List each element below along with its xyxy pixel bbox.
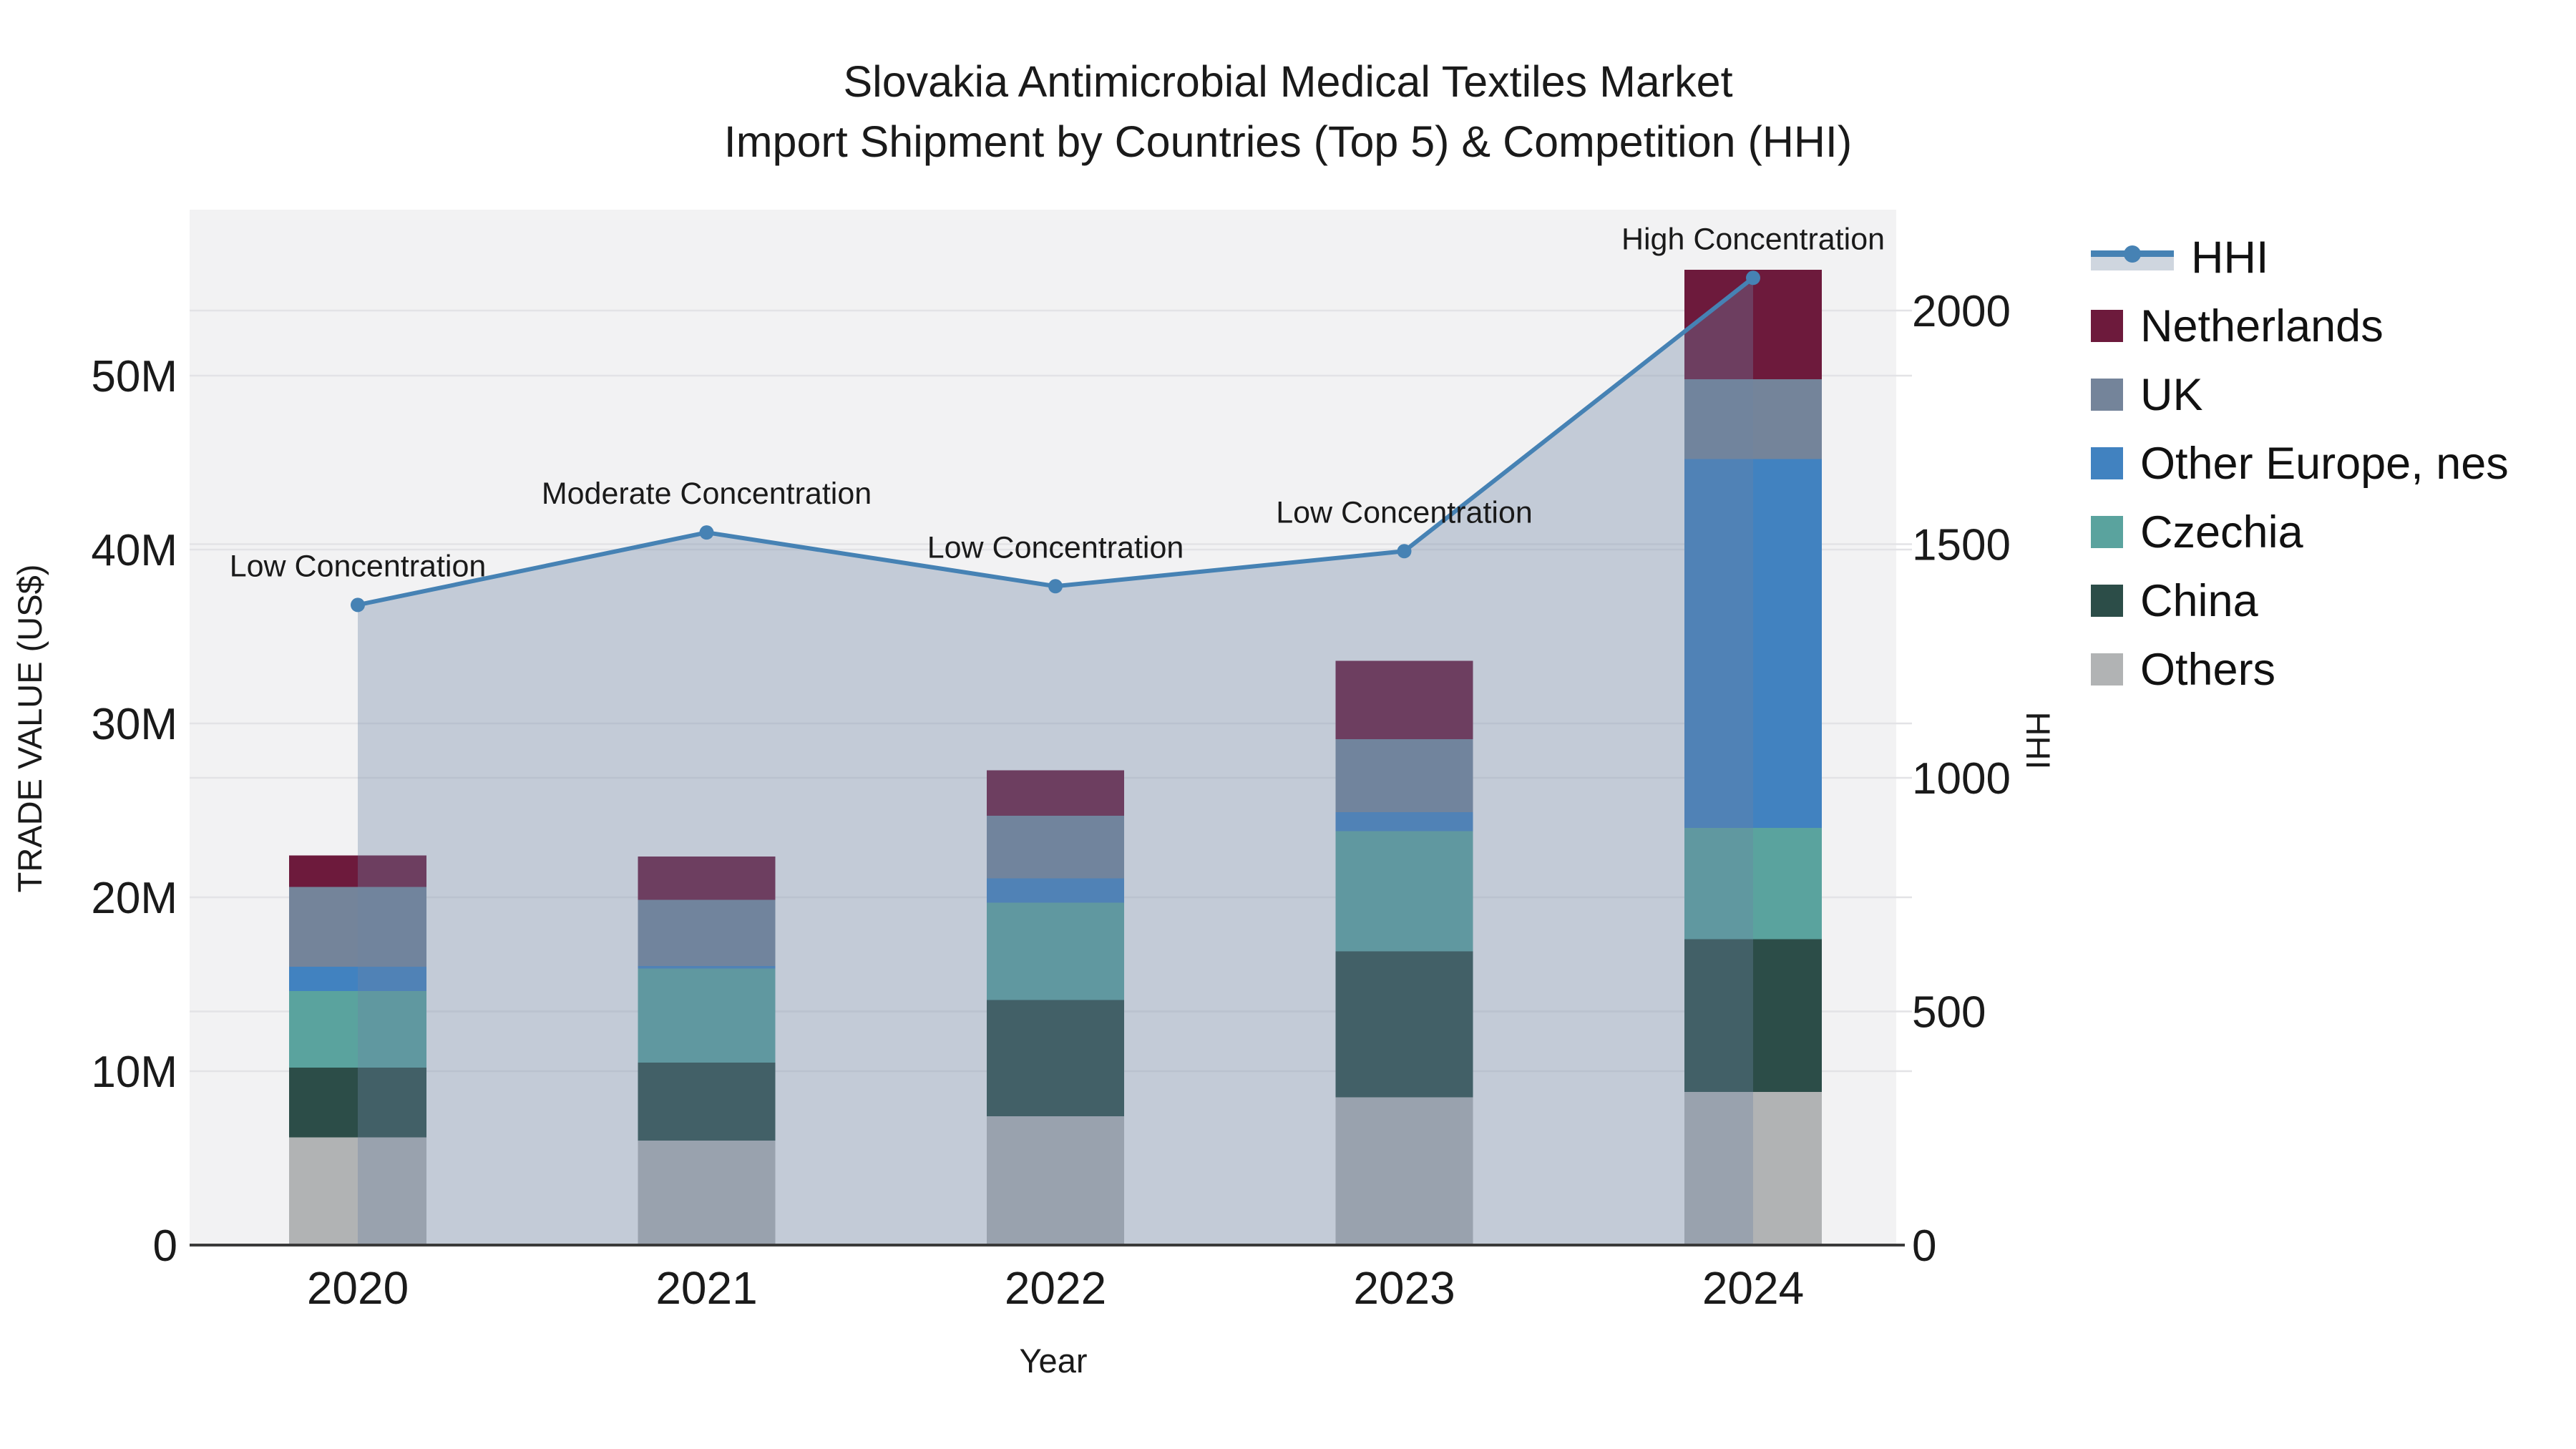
legend-label-netherlands: Netherlands bbox=[2140, 301, 2384, 351]
hhi-line-swatch bbox=[2091, 245, 2174, 270]
legend: HHI Netherlands UK Other Europe, nes Cze… bbox=[2091, 233, 2509, 695]
hhi-marker-2020 bbox=[351, 597, 365, 613]
hhi-area-fill bbox=[358, 278, 1753, 1245]
legend-item-other-europe: Other Europe, nes bbox=[2091, 439, 2509, 489]
czechia-color-swatch bbox=[2091, 516, 2123, 548]
bar-segment-2021-uk bbox=[638, 899, 776, 966]
hhi-annotation-2024: High Concentration bbox=[1621, 222, 1885, 256]
y-left-tick-30M: 30M bbox=[91, 700, 177, 749]
bar-segment-2023-netherlands bbox=[1335, 660, 1473, 739]
bar-segment-2020-china bbox=[289, 1068, 426, 1138]
bar-segment-2024-others bbox=[1684, 1092, 1822, 1245]
y-right-tick-2000: 2000 bbox=[1912, 287, 2011, 336]
x-tick-2022: 2022 bbox=[1005, 1262, 1106, 1314]
y-right-tick-1000: 1000 bbox=[1912, 754, 2011, 804]
legend-item-china: China bbox=[2091, 576, 2509, 626]
uk-color-swatch bbox=[2091, 379, 2123, 411]
bar-segment-2023-others bbox=[1335, 1097, 1473, 1245]
legend-item-czechia: Czechia bbox=[2091, 507, 2509, 557]
bar-segment-2020-netherlands bbox=[289, 855, 426, 887]
y-left-tick-0: 0 bbox=[153, 1221, 177, 1271]
hhi-annotation-2022: Low Concentration bbox=[927, 530, 1184, 565]
bar-segment-2022-others bbox=[987, 1116, 1124, 1245]
others-color-swatch bbox=[2091, 653, 2123, 686]
bar-segment-2021-china bbox=[638, 1062, 776, 1141]
y-left-tick-40M: 40M bbox=[91, 526, 177, 575]
legend-item-netherlands: Netherlands bbox=[2091, 301, 2509, 351]
bar-segment-2023-uk bbox=[1335, 738, 1473, 812]
bar-segment-2020-uk bbox=[289, 887, 426, 967]
bar-segment-2023-china bbox=[1335, 951, 1473, 1098]
y-left-tick-10M: 10M bbox=[91, 1048, 177, 1097]
bar-segment-2020-others bbox=[289, 1137, 426, 1245]
y-left-tick-20M: 20M bbox=[91, 874, 177, 923]
legend-label-uk: UK bbox=[2140, 369, 2203, 420]
bar-segment-2020-czechia bbox=[289, 991, 426, 1068]
legend-label-other-europe: Other Europe, nes bbox=[2140, 438, 2509, 489]
bar-segment-2024-netherlands bbox=[1684, 269, 1822, 379]
legend-item-hhi: HHI bbox=[2091, 233, 2509, 283]
x-tick-2021: 2021 bbox=[655, 1262, 757, 1314]
y-right-tick-500: 500 bbox=[1912, 988, 1986, 1038]
bar-segment-2023-czechia bbox=[1335, 831, 1473, 952]
bar-segment-2021-others bbox=[638, 1141, 776, 1245]
legend-label-czechia: Czechia bbox=[2140, 507, 2303, 557]
bar-segment-2022-netherlands bbox=[987, 770, 1124, 816]
hhi-annotation-2021: Moderate Concentration bbox=[542, 477, 872, 511]
legend-item-others: Others bbox=[2091, 645, 2509, 695]
y-right-tick-1500: 1500 bbox=[1912, 521, 2011, 570]
x-tick-2020: 2020 bbox=[307, 1262, 409, 1314]
chart-title-line1: Slovakia Antimicrobial Medical Textiles … bbox=[843, 57, 1733, 106]
bar-segment-2020-other-europe-nes bbox=[289, 967, 426, 992]
bar-segment-2024-other-europe-nes bbox=[1684, 459, 1822, 828]
bar-segment-2021-other-europe-nes bbox=[638, 965, 776, 969]
y-axis-title-right: HHI bbox=[2019, 711, 2057, 770]
hhi-marker-dot bbox=[2124, 245, 2141, 263]
hhi-annotation-2023: Low Concentration bbox=[1276, 495, 1533, 530]
bar-segment-2022-czechia bbox=[987, 902, 1124, 1000]
legend-label-hhi: HHI bbox=[2191, 232, 2269, 283]
bar-segment-2024-china bbox=[1684, 939, 1822, 1093]
other-europe-color-swatch bbox=[2091, 447, 2123, 479]
hhi-marker-2024 bbox=[1746, 270, 1760, 286]
x-axis-title: Year bbox=[1019, 1342, 1088, 1380]
bar-segment-2024-uk bbox=[1684, 379, 1822, 459]
bar-segment-2022-uk bbox=[987, 815, 1124, 879]
x-tick-2023: 2023 bbox=[1353, 1262, 1455, 1314]
hhi-marker-2023 bbox=[1397, 544, 1412, 559]
y-axis-title-left: TRADE VALUE (US$) bbox=[11, 564, 49, 893]
y-left-tick-50M: 50M bbox=[91, 352, 177, 401]
chart-title-line2: Import Shipment by Countries (Top 5) & C… bbox=[723, 117, 1853, 166]
legend-item-uk: UK bbox=[2091, 370, 2509, 420]
netherlands-color-swatch bbox=[2091, 310, 2123, 342]
hhi-marker-2022 bbox=[1048, 579, 1063, 594]
hhi-annotation-2020: Low Concentration bbox=[230, 549, 487, 583]
hhi-marker-2021 bbox=[699, 525, 714, 540]
legend-label-others: Others bbox=[2140, 644, 2276, 695]
bar-segment-2022-other-europe-nes bbox=[987, 878, 1124, 903]
bar-segment-2021-czechia bbox=[638, 968, 776, 1063]
chart-title: Slovakia Antimicrobial Medical Textiles … bbox=[0, 52, 2576, 172]
china-color-swatch bbox=[2091, 585, 2123, 617]
bar-segment-2021-netherlands bbox=[638, 856, 776, 900]
bar-segment-2022-china bbox=[987, 1000, 1124, 1117]
bar-segment-2023-other-europe-nes bbox=[1335, 811, 1473, 831]
bar-segment-2024-czechia bbox=[1684, 827, 1822, 940]
legend-label-china: China bbox=[2140, 575, 2258, 626]
y-right-tick-0: 0 bbox=[1912, 1221, 1936, 1271]
x-tick-2024: 2024 bbox=[1702, 1262, 1804, 1314]
